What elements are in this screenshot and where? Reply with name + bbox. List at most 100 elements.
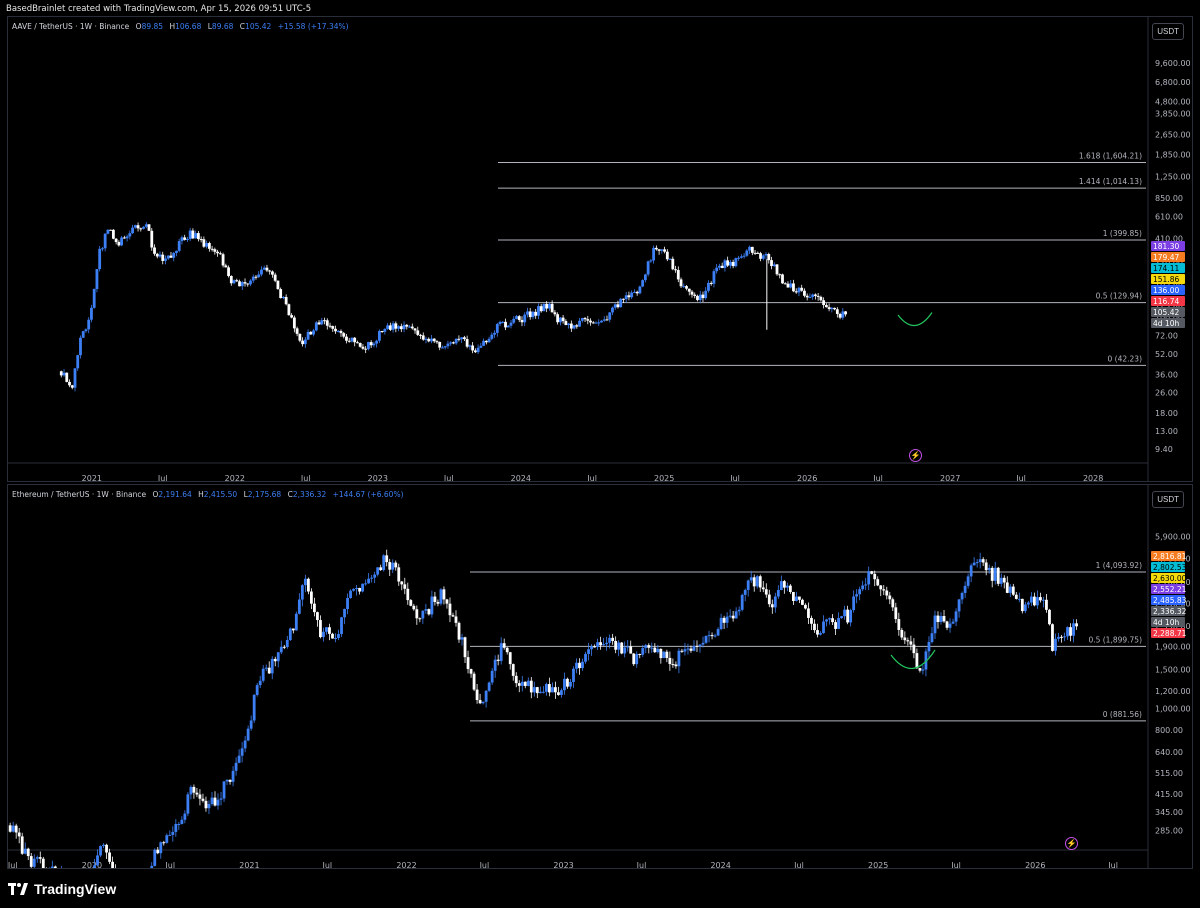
candle-body: [435, 341, 439, 343]
candle-body: [1063, 636, 1066, 638]
eth-chart-svg[interactable]: 5,900.004,700.003,700.002,950.002,350.00…: [8, 485, 1193, 869]
footer-brand[interactable]: TradingView: [8, 878, 116, 900]
candle-body: [564, 321, 568, 326]
candle-body: [68, 381, 71, 386]
candle-body: [677, 650, 681, 667]
candle-body: [424, 609, 428, 611]
legend-low: 89.68: [211, 22, 234, 31]
candle-body: [789, 283, 793, 288]
price-label-text: 116.74: [1153, 297, 1179, 306]
candle-body: [650, 647, 654, 649]
candle-body: [921, 669, 925, 671]
candle-body: [786, 283, 790, 288]
y-tick-label: 36.00: [1155, 370, 1178, 379]
candle-body: [560, 690, 563, 695]
candle-body: [169, 255, 173, 258]
candle-body: [870, 571, 874, 574]
candle-body: [394, 562, 398, 568]
candle-body: [391, 562, 395, 570]
candle-body: [240, 282, 244, 287]
lightning-icon[interactable]: ⚡: [909, 449, 922, 462]
candle-body: [822, 300, 826, 306]
candle-body: [234, 762, 238, 771]
bottom-arc-annotation: [890, 649, 936, 670]
candle-body: [594, 322, 598, 324]
candle-body: [490, 334, 494, 339]
y-tick-label: 1,500.00: [1155, 665, 1191, 674]
x-tick-label: 2026: [797, 474, 817, 482]
candle-body: [449, 342, 453, 344]
candle-body: [462, 337, 466, 340]
candle-body: [267, 667, 271, 674]
candle-body: [652, 247, 656, 261]
x-tick-label: 2023: [553, 861, 573, 869]
candle-body: [1039, 597, 1042, 601]
y-tick-label: 52.00: [1155, 350, 1178, 359]
candle-body: [101, 248, 104, 250]
x-tick-label: Jul: [1015, 474, 1026, 482]
candle-body: [201, 798, 205, 801]
candle-body: [298, 333, 302, 341]
candle-body: [240, 748, 244, 756]
candle-body: [517, 316, 521, 320]
candle-body: [383, 328, 387, 332]
lightning-icon[interactable]: ⚡: [1065, 837, 1078, 850]
x-tick-label: 2027: [940, 474, 960, 482]
candle-body: [153, 849, 157, 866]
candle-body: [665, 251, 669, 260]
candle-body: [376, 567, 380, 575]
candle-body: [810, 617, 813, 624]
candle-body: [479, 345, 483, 348]
candle-body: [602, 319, 606, 321]
x-tick-label: Jul: [586, 474, 597, 482]
candle-body: [174, 824, 178, 832]
eth-chart-panel[interactable]: 5,900.004,700.003,700.002,950.002,350.00…: [7, 484, 1193, 869]
candle-body: [999, 577, 1003, 584]
candle-body: [93, 865, 96, 868]
candle-body: [372, 343, 376, 346]
fib-level-label: 1 (4,093.92): [1096, 561, 1142, 570]
aave-chart-panel[interactable]: 9,600.00 6,800.00 4,800.00 3,850.00 2,650.00…: [7, 16, 1193, 482]
candle-body: [626, 646, 630, 648]
aave-chart-svg[interactable]: 9,600.00 6,800.00 4,800.00 3,850.00 2,650.00…: [8, 17, 1193, 482]
candle-body: [207, 243, 211, 249]
candle-body: [416, 330, 420, 335]
candle-body: [517, 683, 521, 686]
candle-body: [213, 249, 217, 252]
price-label-box: [1151, 551, 1185, 561]
candle-body: [903, 637, 907, 641]
candle-body: [590, 646, 593, 650]
candle-body: [710, 635, 714, 637]
candle-body: [807, 608, 810, 618]
candle-body: [189, 786, 193, 795]
currency-button[interactable]: USDT: [1152, 23, 1184, 40]
candle-body: [948, 623, 952, 628]
price-label-text: 2,630.00: [1153, 574, 1187, 583]
candle-body: [822, 621, 825, 634]
candle-body: [243, 282, 247, 284]
candle-body: [490, 670, 494, 683]
candle-body: [471, 345, 475, 351]
legend-high-key: H: [169, 22, 176, 31]
candle-body: [646, 261, 650, 275]
y-tick-label: 2,650.00: [1155, 131, 1191, 140]
candle-body: [825, 619, 828, 622]
candle-body: [285, 640, 289, 648]
candle-body: [638, 654, 642, 656]
candle-body: [496, 659, 500, 661]
y-tick-label: 345.00: [1155, 808, 1183, 817]
price-label-text: 2,288.71: [1153, 629, 1187, 638]
y-tick-label: 6,800.00: [1155, 78, 1191, 87]
candle-body: [183, 813, 187, 820]
price-label-text: 2,816.81: [1153, 552, 1187, 561]
candle-body: [1014, 594, 1018, 599]
candle-body: [331, 633, 334, 639]
candle-body: [969, 565, 973, 577]
candle-body: [1048, 609, 1051, 625]
candle-body: [413, 328, 417, 331]
currency-button[interactable]: USDT: [1152, 491, 1184, 508]
x-tick-label: 2023: [368, 474, 388, 482]
candle-body: [472, 673, 476, 690]
candle-body: [755, 576, 759, 587]
candle-body: [761, 587, 765, 590]
